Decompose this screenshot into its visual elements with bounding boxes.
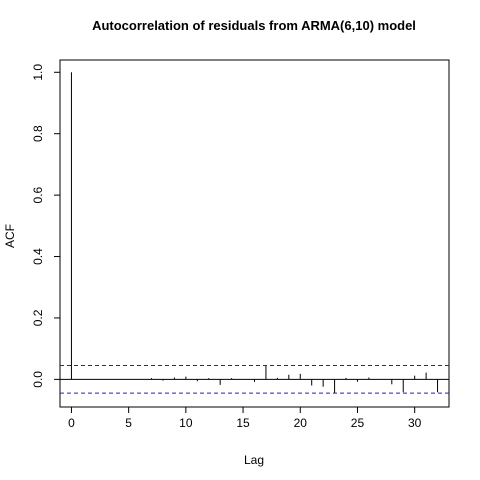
y-tick-label-3: 0.6 — [31, 186, 45, 203]
x-tick-label-10: 10 — [179, 416, 193, 430]
x-tick-label-25: 25 — [351, 416, 365, 430]
x-axis-label: Lag — [244, 453, 264, 467]
x-tick-label-5: 5 — [125, 416, 132, 430]
y-tick-label-2: 0.4 — [31, 248, 45, 265]
chart-marks: 0 5 10 15 20 25 30 0.0 0.2 0.4 0.6 0.8 1.0 — [31, 64, 449, 430]
plot-frame — [59, 59, 450, 408]
y-tick-label-4: 0.8 — [31, 125, 45, 142]
y-axis-label: ACF — [3, 224, 17, 248]
x-tick-label-20: 20 — [294, 416, 308, 430]
y-tick-label-0: 0.0 — [31, 371, 45, 388]
x-tick-label-30: 30 — [408, 416, 422, 430]
chart-title: Autocorrelation of residuals from ARMA(6… — [92, 18, 416, 33]
y-tick-label-1: 0.2 — [31, 309, 45, 326]
x-tick-label-0: 0 — [68, 416, 75, 430]
y-tick-label-5: 1.0 — [31, 64, 45, 81]
x-tick-label-15: 15 — [236, 416, 250, 430]
